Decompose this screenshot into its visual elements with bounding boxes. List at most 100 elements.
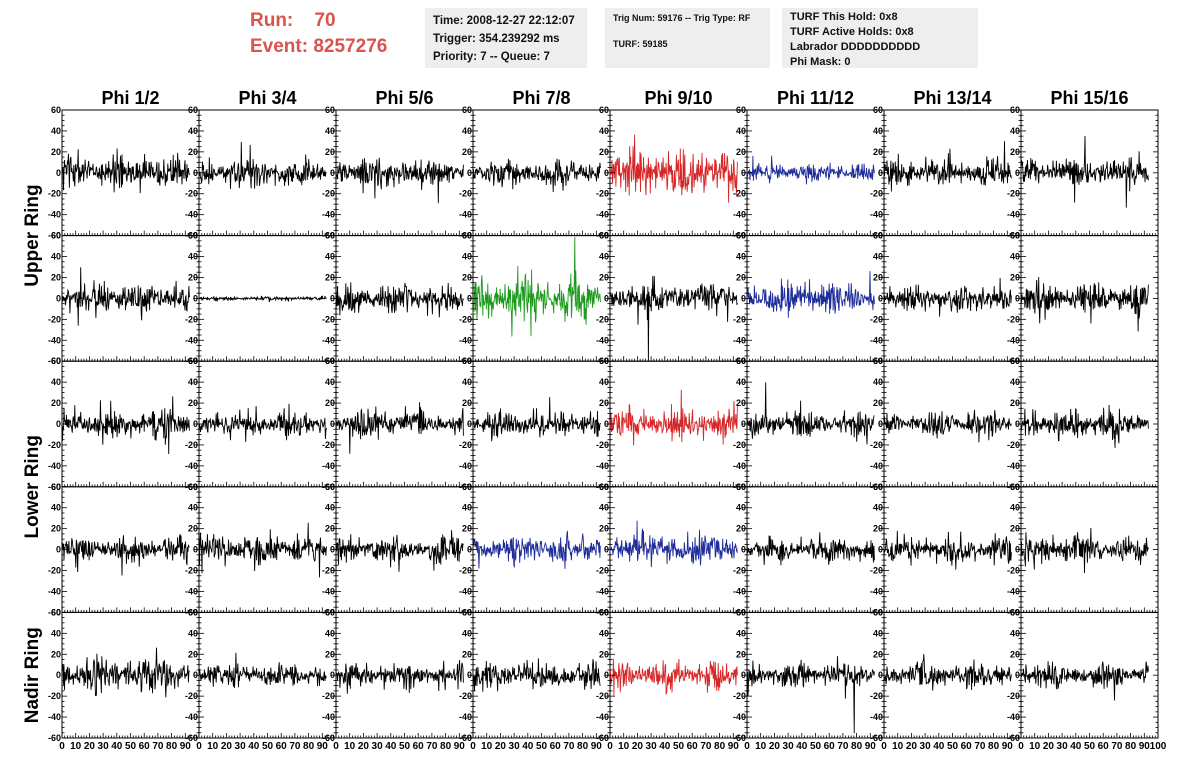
y-tick-label: -40 (48, 586, 61, 596)
y-tick-label: -60 (1007, 733, 1020, 743)
x-tick-label: 20 (906, 741, 918, 752)
x-tick-label: 90 (591, 741, 603, 752)
y-tick-label: 60 (599, 356, 609, 366)
x-tick-label: 30 (783, 741, 795, 752)
y-tick-label: 60 (51, 607, 61, 617)
x-tick-label: 60 (550, 741, 562, 752)
y-tick-label: 0 (1015, 670, 1020, 680)
waveform-trace (883, 141, 1012, 192)
y-tick-label: 60 (51, 356, 61, 366)
waveform-trace (883, 277, 1012, 317)
event-value: 8257276 (313, 36, 388, 57)
y-tick-label: -40 (185, 461, 198, 471)
y-tick-label: 0 (330, 670, 335, 680)
y-tick-label: -20 (185, 691, 198, 701)
y-tick-label: 20 (1010, 147, 1020, 157)
y-tick-label: -40 (596, 586, 609, 596)
y-tick-label: 60 (736, 482, 746, 492)
y-tick-label: -40 (48, 210, 61, 220)
x-tick-label: 80 (1125, 741, 1137, 752)
y-tick-label: 40 (188, 377, 198, 387)
waveform-trace (198, 522, 327, 578)
x-tick-label: 0 (196, 741, 202, 752)
y-tick-label: -60 (48, 733, 61, 743)
x-tick-label: 90 (317, 741, 329, 752)
x-tick-label: 80 (988, 741, 1000, 752)
y-tick-label: 0 (193, 419, 198, 429)
y-tick-label: -40 (322, 210, 335, 220)
y-tick-label: 20 (1010, 272, 1020, 282)
y-tick-label: 40 (325, 628, 335, 638)
trigger-info-box: Trig Num: 59176 -- Trig Type: RF TURF: 5… (605, 8, 770, 68)
x-tick-label: 50 (810, 741, 822, 752)
x-tick-label: 80 (440, 741, 452, 752)
y-tick-label: 60 (462, 356, 472, 366)
y-tick-label: -20 (48, 189, 61, 199)
y-tick-label: 0 (604, 545, 609, 555)
waveform-trace (609, 520, 738, 568)
y-tick-label: 60 (188, 105, 198, 115)
waveform-trace (472, 158, 601, 193)
y-tick-label: -40 (733, 586, 746, 596)
y-tick-label: 0 (741, 168, 746, 178)
y-tick-label: 20 (188, 147, 198, 157)
y-tick-label: 60 (873, 105, 883, 115)
y-tick-label: 40 (599, 377, 609, 387)
y-tick-label: 60 (188, 356, 198, 366)
y-tick-label: 40 (873, 126, 883, 136)
y-tick-label: 20 (188, 398, 198, 408)
y-tick-label: 0 (878, 545, 883, 555)
y-tick-label: 20 (873, 272, 883, 282)
x-tick-label: 30 (98, 741, 110, 752)
x-tick-label: 70 (974, 741, 986, 752)
y-tick-label: -20 (459, 691, 472, 701)
y-tick-label: 0 (330, 419, 335, 429)
x-tick-label: 30 (1057, 741, 1069, 752)
y-tick-label: 40 (188, 126, 198, 136)
time-info-box: Time: 2008-12-27 22:12:07 Trigger: 354.2… (425, 8, 587, 68)
y-tick-label: -40 (1007, 210, 1020, 220)
y-tick-label: -40 (733, 712, 746, 722)
x-tick-label: 20 (221, 741, 233, 752)
waveform-trace (883, 530, 1012, 570)
y-tick-label: 20 (325, 649, 335, 659)
y-tick-label: 40 (736, 628, 746, 638)
waveform-trace (883, 654, 1012, 691)
x-tick-label: 10 (70, 741, 82, 752)
x-tick-label: 90 (1002, 741, 1014, 752)
column-title: Phi 1/2 (101, 88, 159, 108)
y-tick-label: -20 (1007, 566, 1020, 576)
y-tick-label: 20 (1010, 398, 1020, 408)
run-event-box: Run: 70 Event: 8257276 (250, 8, 420, 68)
y-tick-label: 20 (462, 524, 472, 534)
column-title: Phi 7/8 (512, 88, 570, 108)
y-tick-label: 60 (873, 356, 883, 366)
y-tick-label: 60 (736, 231, 746, 241)
y-tick-label: 20 (325, 398, 335, 408)
x-tick-label: 50 (1084, 741, 1096, 752)
y-tick-label: 40 (599, 126, 609, 136)
y-tick-label: 0 (1015, 168, 1020, 178)
y-tick-label: 40 (599, 503, 609, 513)
x-tick-label: 80 (577, 741, 589, 752)
y-tick-label: 60 (599, 482, 609, 492)
y-tick-label: -20 (1007, 314, 1020, 324)
y-tick-label: -40 (185, 335, 198, 345)
x-tick-label: 70 (1111, 741, 1123, 752)
waveform-trace (746, 271, 875, 318)
y-tick-label: -40 (733, 210, 746, 220)
x-tick-label: 20 (1043, 741, 1055, 752)
x-tick-label: 30 (372, 741, 384, 752)
y-tick-label: -40 (870, 712, 883, 722)
y-tick-label: 20 (736, 524, 746, 534)
y-tick-label: 20 (325, 524, 335, 534)
y-tick-label: 20 (462, 398, 472, 408)
x-tick-label: 30 (646, 741, 658, 752)
x-tick-label: 90 (865, 741, 877, 752)
y-tick-label: -60 (48, 607, 61, 617)
waveform-trace (472, 237, 601, 337)
waveform-trace (609, 658, 738, 696)
x-tick-label: 70 (837, 741, 849, 752)
y-tick-label: -20 (596, 189, 609, 199)
waveform-trace (61, 148, 190, 194)
